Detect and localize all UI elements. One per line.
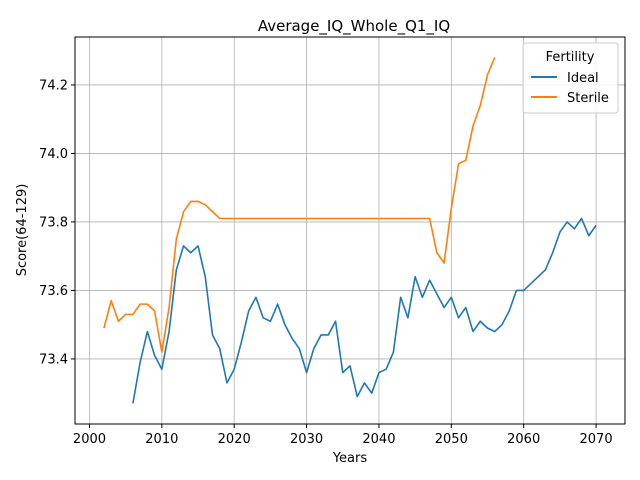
x-tick-label: 2070 <box>580 432 613 447</box>
legend: Fertility Ideal Sterile <box>522 42 619 114</box>
y-axis-ticks: 73.4 73.6 73.8 74.0 74.2 <box>39 78 75 367</box>
y-tick-label: 73.6 <box>39 284 68 299</box>
y-tick-label: 74.2 <box>39 78 68 93</box>
y-axis-label: Score(64-129) <box>15 184 30 277</box>
series-lines <box>103 57 597 404</box>
x-tick-label: 2060 <box>507 432 540 447</box>
x-tick-label: 2030 <box>290 432 323 447</box>
x-tick-label: 2000 <box>73 432 106 447</box>
x-axis-label: Years <box>332 451 368 466</box>
y-tick-label: 74.0 <box>39 147 68 162</box>
series-line-sterile <box>103 57 496 353</box>
x-tick-label: 2020 <box>218 432 251 447</box>
x-axis-ticks: 2000 2010 2020 2030 2040 2050 2060 2070 <box>73 424 613 447</box>
series-line-ideal <box>132 217 597 404</box>
plot-area-frame <box>74 36 626 425</box>
x-tick-label: 2040 <box>362 432 395 447</box>
x-tick-label: 2050 <box>435 432 468 447</box>
legend-label-sterile: Sterile <box>567 91 609 106</box>
y-tick-label: 73.8 <box>39 215 68 230</box>
chart-title: Average_IQ_Whole_Q1_IQ <box>258 17 450 36</box>
y-tick-label: 73.4 <box>39 352 68 367</box>
legend-box <box>522 42 619 114</box>
legend-label-ideal: Ideal <box>567 71 599 86</box>
x-tick-label: 2010 <box>145 432 178 447</box>
legend-title: Fertility <box>546 50 595 65</box>
